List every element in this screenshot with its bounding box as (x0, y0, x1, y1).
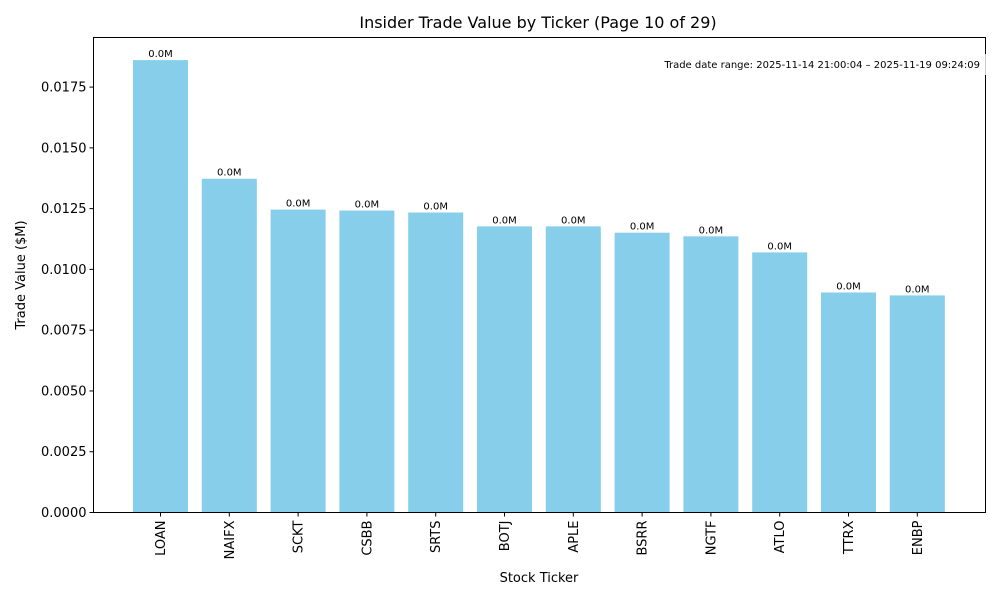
bar-value-label: 0.0M (423, 202, 448, 213)
bar-naifx (201, 178, 257, 513)
y-tick-label: 0.0150 (41, 141, 87, 156)
bar-ngtf (683, 236, 739, 513)
x-tick-label: NAIFX (223, 520, 238, 559)
bar-value-label: 0.0M (836, 282, 861, 293)
bar-value-label: 0.0M (905, 284, 930, 295)
y-tick-label: 0.0100 (41, 263, 87, 278)
y-tick-label: 0.0025 (41, 445, 87, 460)
bar-botj (477, 226, 532, 513)
y-tick-label: 0.0050 (41, 384, 87, 399)
bar-value-label: 0.0M (286, 199, 311, 210)
x-tick-label: ATLO (773, 521, 788, 554)
bar-atlo (752, 252, 808, 513)
bar-value-label: 0.0M (767, 241, 792, 252)
bar-enbp (889, 295, 945, 513)
plot-area-frame (93, 37, 986, 513)
bar-value-label: 0.0M (492, 215, 517, 226)
bar-loan (133, 60, 188, 513)
x-tick-label: BSRR (636, 521, 651, 556)
date-range-annotation: Trade date range: 2025-11-14 21:00:04 – … (663, 60, 980, 71)
bar-ttrx (821, 292, 876, 513)
bar-srts (408, 212, 464, 513)
bar-value-label: 0.0M (148, 49, 173, 60)
bar-csbb (339, 210, 395, 513)
x-tick-label: APLE (567, 521, 582, 553)
bar-sckt (270, 209, 326, 513)
x-tick-label: BOTJ (498, 521, 513, 552)
x-tick-label: SCKT (292, 520, 307, 553)
x-tick-label: NGTF (704, 521, 719, 556)
chart-title: Insider Trade Value by Ticker (Page 10 o… (359, 13, 716, 32)
x-tick-label: SRTS (429, 521, 444, 554)
bar-value-label: 0.0M (561, 215, 586, 226)
bar-value-label: 0.0M (355, 200, 380, 211)
y-axis: 0.0000 0.0025 0.0050 0.0075 0.0100 0.0125 0.01… (41, 81, 94, 521)
x-axis-label: Stock Ticker (500, 571, 579, 586)
x-tick-label: TTRX (842, 520, 857, 555)
bar-labels-group: 0.0M 0.0M 0.0M 0.0M 0.0M 0.0M 0.0M 0.0M 0.0M 0.0M… (148, 49, 929, 295)
x-tick-label: ENBP (911, 520, 926, 555)
y-tick-label: 0.0175 (41, 81, 87, 96)
x-tick-label: CSBB (360, 521, 375, 556)
bar-value-label: 0.0M (217, 168, 242, 179)
bar-bsrr (614, 232, 670, 513)
y-tick-label: 0.0075 (41, 324, 87, 339)
bars-group (133, 60, 945, 513)
bar-value-label: 0.0M (699, 225, 724, 236)
y-tick-label: 0.0125 (41, 202, 87, 217)
x-axis: LOAN NAIFX SCKT CSBB SRTS BOTJ APLE BSRR NGTF ATL… (154, 512, 926, 559)
y-tick-label: 0.0000 (41, 506, 87, 521)
bar-value-label: 0.0M (630, 222, 655, 233)
bar-aple (545, 226, 601, 513)
y-axis-label: Trade Value ($M) (14, 220, 29, 330)
x-tick-label: LOAN (154, 521, 169, 556)
